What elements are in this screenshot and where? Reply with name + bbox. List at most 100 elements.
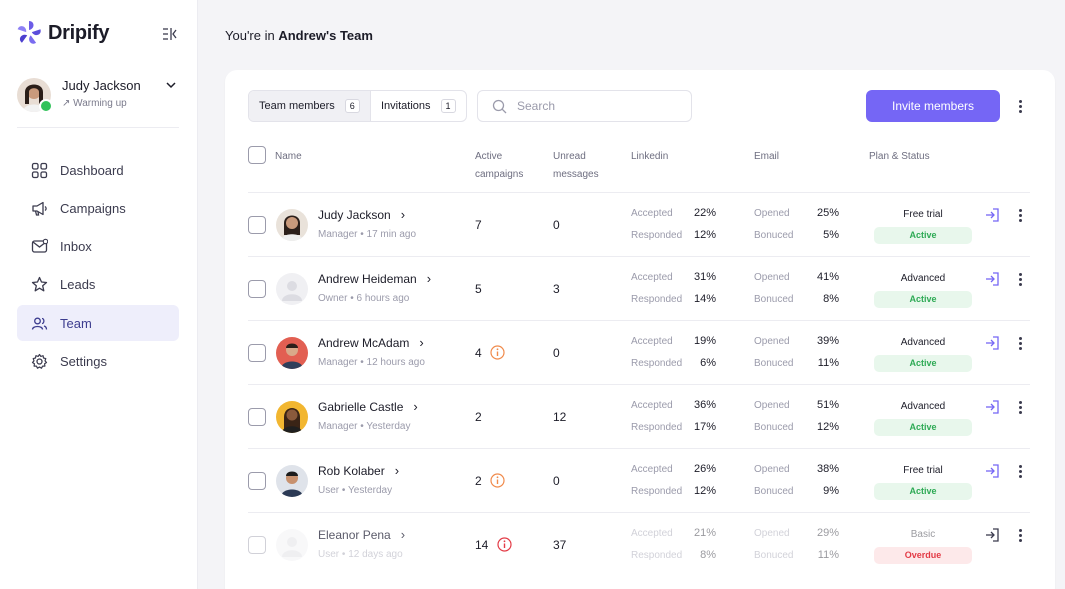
avatar <box>276 209 308 241</box>
column-header-linkedin: Linkedin <box>631 151 669 162</box>
member-name-label: Andrew Heideman <box>318 272 417 286</box>
column-header-active-campaigns: Active campaigns <box>475 151 524 180</box>
tab-team-members[interactable]: Team members 6 <box>249 91 371 121</box>
row-checkbox[interactable] <box>248 216 266 234</box>
table-row[interactable]: Andrew Heideman › Owner • 6 hours ago 5 3… <box>248 257 1030 321</box>
chevron-right-icon: › <box>400 207 406 222</box>
search-input[interactable] <box>517 99 677 113</box>
member-last-active: 17 min ago <box>366 229 417 240</box>
row-checkbox[interactable] <box>248 344 266 362</box>
warning-icon[interactable] <box>490 345 505 360</box>
row-menu-icon[interactable] <box>1017 273 1023 287</box>
row-menu-icon[interactable] <box>1017 529 1023 543</box>
avatar-placeholder <box>276 529 308 561</box>
tab-count: 6 <box>344 99 360 113</box>
login-as-icon[interactable] <box>984 463 1000 479</box>
sidebar-item-settings[interactable]: Settings <box>17 343 179 379</box>
user-menu[interactable]: Judy Jackson ↗ Warming up <box>17 76 179 128</box>
row-menu-icon[interactable] <box>1017 465 1023 479</box>
app-logo[interactable]: Dripify <box>16 20 110 46</box>
login-as-icon[interactable] <box>984 207 1000 223</box>
row-menu-icon[interactable] <box>1017 337 1023 351</box>
login-as-icon[interactable] <box>984 527 1000 543</box>
member-last-active: Yesterday <box>348 485 393 496</box>
avatar <box>276 401 308 433</box>
active-campaigns-count: 2 <box>475 474 482 488</box>
error-icon[interactable] <box>497 537 512 552</box>
select-all-checkbox[interactable] <box>248 146 266 164</box>
table-row[interactable]: Gabrielle Castle › Manager • Yesterday 2 … <box>248 385 1030 449</box>
chevron-right-icon: › <box>394 463 400 478</box>
active-campaigns-count: 5 <box>475 282 482 296</box>
member-name[interactable]: Andrew Heideman › <box>318 271 431 286</box>
sidebar-item-label: Dashboard <box>60 162 124 178</box>
chevron-down-icon[interactable] <box>165 80 177 90</box>
login-as-icon[interactable] <box>984 335 1000 351</box>
sidebar-item-label: Settings <box>60 353 107 369</box>
accepted-rate: 31% <box>693 271 716 283</box>
opened-rate: 39% <box>816 335 839 347</box>
column-header-unread-messages: Unread messages <box>553 151 599 180</box>
plan-name: Free trial <box>903 465 943 476</box>
page-title-prefix: You're in <box>225 28 275 43</box>
tab-invitations[interactable]: Invitations 1 <box>371 91 466 121</box>
row-checkbox[interactable] <box>248 536 266 554</box>
sidebar: Dripify Judy Jackson ↗ Warming up Dashbo… <box>0 0 198 589</box>
row-checkbox[interactable] <box>248 408 266 426</box>
row-checkbox[interactable] <box>248 472 266 490</box>
accepted-rate: 21% <box>693 527 716 539</box>
member-name[interactable]: Rob Kolaber › <box>318 463 399 478</box>
active-campaigns-count: 4 <box>475 346 482 360</box>
bounced-label: Bonuced <box>754 422 794 433</box>
row-menu-icon[interactable] <box>1017 401 1023 415</box>
member-last-active: 6 hours ago <box>356 293 410 304</box>
unread-messages-count: 0 <box>553 474 560 488</box>
sidebar-nav: Dashboard Campaigns Inbox Leads Team Set… <box>17 152 179 382</box>
member-name-label: Gabrielle Castle <box>318 400 404 414</box>
sidebar-item-dashboard[interactable]: Dashboard <box>17 152 179 188</box>
invite-members-button[interactable]: Invite members <box>866 90 1000 122</box>
member-name[interactable]: Gabrielle Castle › <box>318 399 418 414</box>
unread-messages-count: 12 <box>553 410 567 424</box>
row-checkbox[interactable] <box>248 280 266 298</box>
accepted-rate: 22% <box>693 207 716 219</box>
login-as-icon[interactable] <box>984 399 1000 415</box>
table-row[interactable]: Andrew McAdam › Manager • 12 hours ago 4 … <box>248 321 1030 385</box>
sidebar-item-label: Team <box>60 315 92 331</box>
bounced-label: Bonuced <box>754 358 794 369</box>
warning-icon[interactable] <box>490 473 505 488</box>
member-name[interactable]: Eleanor Pena › <box>318 527 405 542</box>
collapse-sidebar-icon[interactable] <box>162 27 178 41</box>
accepted-label: Accepted <box>631 336 673 347</box>
member-name-label: Andrew McAdam <box>318 336 410 350</box>
table-row[interactable]: Rob Kolaber › User • Yesterday 2 0 Accept… <box>248 449 1030 513</box>
accepted-label: Accepted <box>631 528 673 539</box>
responded-rate: 12% <box>693 229 716 241</box>
column-header-plan-status: Plan & Status <box>869 151 930 162</box>
sidebar-item-inbox[interactable]: Inbox <box>17 229 179 265</box>
sidebar-item-leads[interactable]: Leads <box>17 267 179 303</box>
sidebar-item-campaigns[interactable]: Campaigns <box>17 190 179 226</box>
search-icon <box>492 99 507 113</box>
unread-messages-count: 0 <box>553 218 560 232</box>
opened-label: Opened <box>754 272 790 283</box>
bounced-rate: 5% <box>823 229 839 241</box>
table-row[interactable]: Eleanor Pena › User • 12 days ago 14 37 A… <box>248 513 1030 577</box>
table-row[interactable]: Judy Jackson › Manager • 17 min ago 7 0 A… <box>248 193 1030 257</box>
row-menu-icon[interactable] <box>1017 209 1023 223</box>
responded-label: Responded <box>631 294 683 305</box>
member-role: Owner <box>318 293 348 304</box>
member-name[interactable]: Judy Jackson › <box>318 207 405 222</box>
gear-icon <box>31 353 48 369</box>
responded-label: Responded <box>631 486 683 497</box>
active-campaigns-count: 7 <box>475 218 482 232</box>
responded-label: Responded <box>631 230 683 241</box>
sidebar-item-team[interactable]: Team <box>17 305 179 342</box>
team-icon <box>31 317 48 330</box>
more-options-icon[interactable] <box>1017 100 1023 114</box>
login-as-icon[interactable] <box>984 271 1000 287</box>
member-name[interactable]: Andrew McAdam › <box>318 335 424 350</box>
member-last-active: Yesterday <box>366 421 411 432</box>
bounced-rate: 12% <box>816 421 839 433</box>
bounced-rate: 11% <box>817 357 839 369</box>
